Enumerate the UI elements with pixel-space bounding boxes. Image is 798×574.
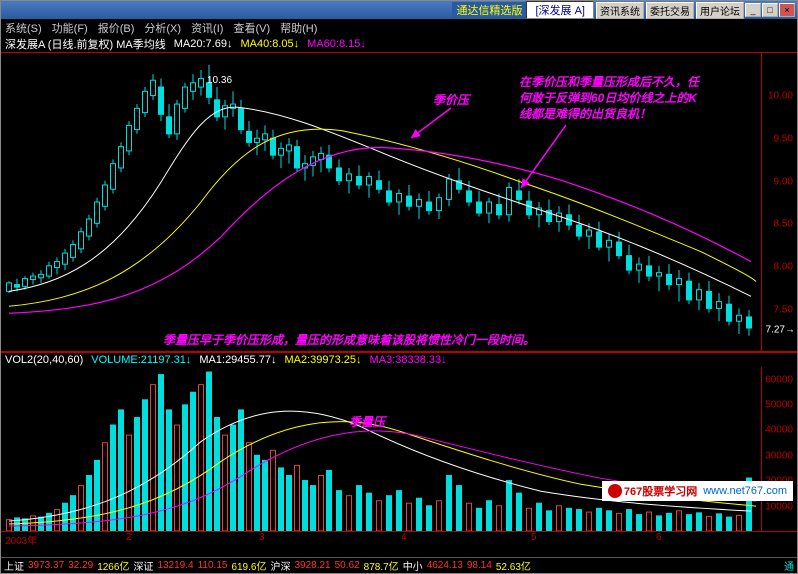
ma40: MA40:8.05↓ [240, 38, 299, 50]
btn-forum[interactable]: 用户论坛 [696, 2, 744, 19]
menu-news[interactable]: 资讯(I) [191, 20, 223, 35]
vol-ma2: MA2:39973.25↓ [284, 354, 361, 366]
menu-quote[interactable]: 报价(B) [98, 20, 135, 35]
volume-chart[interactable]: 100002000030000400005000060000 季量压 767股票… [1, 367, 797, 532]
vol-val: VOLUME:21197.31↓ [91, 354, 191, 366]
menubar: 系统(S) 功能(F) 报价(B) 分析(X) 资讯(I) 查看(V) 帮助(H… [1, 19, 797, 36]
year-label: 2003年 [5, 536, 37, 547]
vol-ma3: MA3:38338.33↓ [370, 354, 447, 366]
min-icon[interactable]: _ [745, 3, 761, 17]
volume-indicator-line: VOL2(20,40,60) VOLUME:21197.31↓ MA1:2945… [1, 352, 797, 367]
time-axis: 2003年 23456 [1, 532, 797, 546]
logo-icon [608, 484, 622, 498]
close-icon[interactable]: × [779, 3, 795, 17]
max-icon[interactable]: □ [762, 3, 778, 17]
vol-yaxis: 100002000030000400005000060000 [761, 367, 797, 531]
stock-selector[interactable]: [深发展 A] [526, 1, 594, 19]
vol-ma1: MA1:29455.77↓ [199, 354, 276, 366]
brand: 通达信精选版 [452, 2, 526, 18]
menu-help[interactable]: 帮助(H) [280, 20, 317, 35]
watermark: 767股票学习网 www.net767.com [602, 481, 793, 501]
menu-sys[interactable]: 系统(S) [5, 20, 42, 35]
menu-func[interactable]: 功能(F) [52, 20, 88, 35]
price-indicator-line: 深发展A (日线.前复权) MA季均线 MA20:7.69↓ MA40:8.05… [1, 36, 797, 52]
ind-name: 深发展A (日线.前复权) MA季均线 [5, 36, 166, 52]
menu-analyze[interactable]: 分析(X) [144, 20, 181, 35]
statusbar: 上证3973.3732.291266亿深证13219.4110.15619.6亿… [1, 557, 797, 573]
btn-trade[interactable]: 委托交易 [646, 2, 694, 19]
ma60: MA60:8.15↓ [307, 38, 366, 50]
ma20: MA20:7.69↓ [174, 38, 233, 50]
btn-info[interactable]: 资讯系统 [596, 2, 644, 19]
menu-view[interactable]: 查看(V) [233, 20, 270, 35]
price-chart[interactable]: 7.508.008.509.009.5010.007.27→ 10.36 季价压… [1, 52, 797, 352]
titlebar: 通达信精选版 [深发展 A] 资讯系统 委托交易 用户论坛 _ □ × [1, 1, 797, 19]
price-yaxis: 7.508.008.509.009.5010.007.27→ [761, 53, 797, 351]
vol-name: VOL2(20,40,60) [5, 354, 83, 366]
